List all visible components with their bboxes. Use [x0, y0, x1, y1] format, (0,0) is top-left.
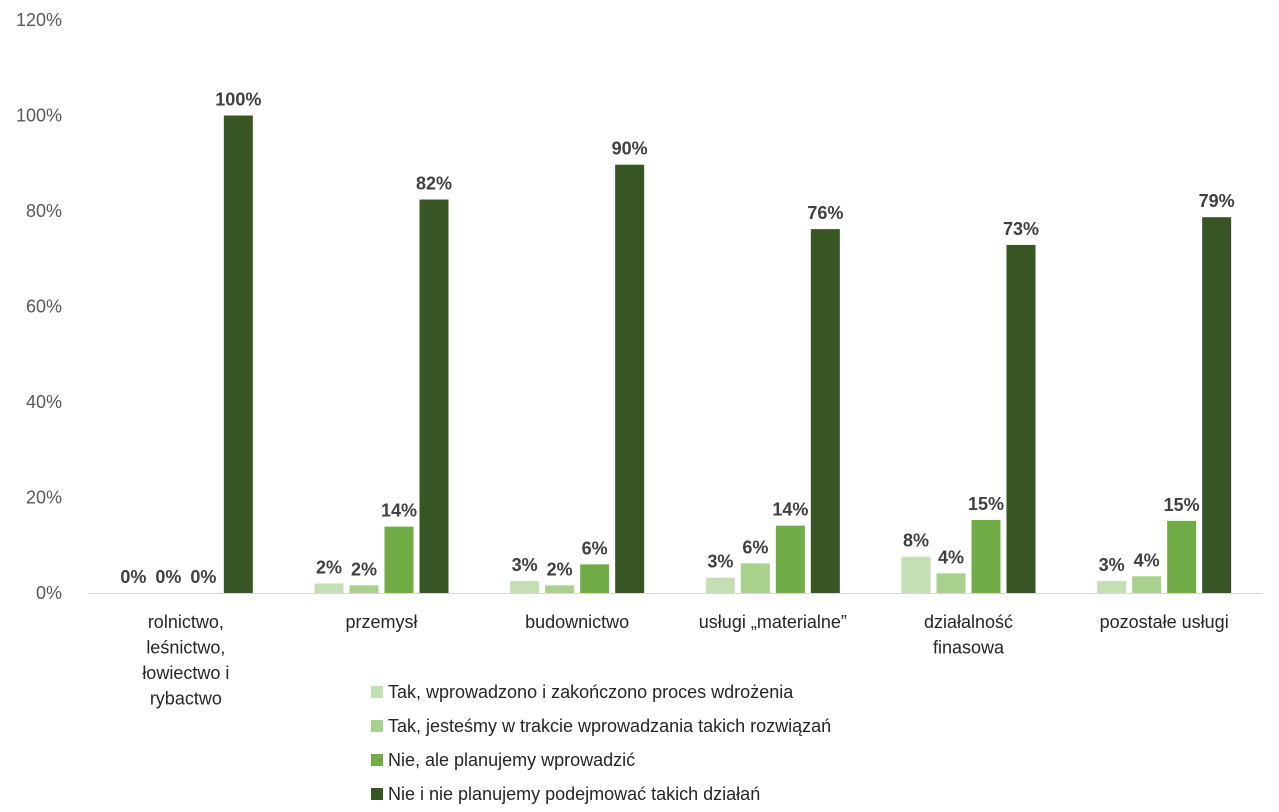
y-tick-label: 40%: [26, 392, 62, 412]
data-label: 0%: [190, 567, 216, 587]
y-tick-label: 120%: [16, 10, 62, 30]
bar: [936, 573, 966, 593]
data-label: 15%: [1164, 495, 1200, 515]
data-label: 14%: [381, 501, 417, 521]
data-label: 2%: [547, 559, 573, 579]
category-label: przemysł: [345, 612, 417, 632]
data-label: 2%: [316, 557, 342, 577]
bar: [1097, 581, 1127, 593]
category-label: usługi „materialne”: [699, 612, 847, 632]
data-label: 4%: [938, 547, 964, 567]
legend-swatch: [371, 720, 383, 732]
data-label: 3%: [707, 552, 733, 572]
data-label: 82%: [416, 174, 452, 194]
y-tick-label: 100%: [16, 106, 62, 126]
legend-label: Nie i nie planujemy podejmować takich dz…: [388, 784, 760, 804]
data-label: 15%: [968, 494, 1004, 514]
bar: [545, 585, 575, 593]
data-label: 14%: [772, 500, 808, 520]
y-tick-label: 20%: [26, 488, 62, 508]
legend-item: Nie i nie planujemy podejmować takich dz…: [371, 784, 760, 804]
bar: [971, 519, 1001, 593]
bar: [1006, 244, 1036, 593]
category-label: rolnictwo, leśnictwo, łowiectwo i rybactwo: [142, 612, 229, 709]
y-tick-label: 60%: [26, 297, 62, 317]
data-label: 0%: [155, 567, 181, 587]
data-label: 0%: [120, 567, 146, 587]
legend-item: Nie, ale planujemy wprowadzić: [371, 750, 635, 770]
data-label: 76%: [807, 203, 843, 223]
data-label: 73%: [1003, 219, 1039, 239]
data-labels: 0% 0% 0%100%2% 2%14%82%3% 2%6%90%3%6%14%76%8…: [120, 90, 1234, 588]
legend-swatch: [371, 754, 383, 766]
data-label: 8%: [903, 531, 929, 551]
bar: [223, 115, 253, 593]
data-label: 79%: [1199, 191, 1235, 211]
bars: [223, 115, 1232, 594]
bar: [775, 525, 805, 593]
data-label: 6%: [742, 537, 768, 557]
category-label: pozostałe usługi: [1100, 612, 1229, 632]
category-label: budownictwo: [525, 612, 629, 632]
bar: [810, 229, 840, 593]
category-label: działalność finasowa: [924, 612, 1013, 658]
bar: [615, 164, 645, 593]
legend: Tak, wprowadzono i zakończono proces wdr…: [371, 682, 831, 804]
legend-swatch: [371, 788, 383, 800]
bar: [349, 585, 379, 593]
data-label: 3%: [1099, 555, 1125, 575]
legend-label: Nie, ale planujemy wprowadzić: [388, 750, 635, 770]
bar: [705, 577, 735, 593]
y-axis: 0% 20% 40% 60% 80% 100% 120%: [16, 10, 62, 603]
data-label: 4%: [1134, 550, 1160, 570]
bar: [510, 581, 540, 593]
data-label: 90%: [612, 139, 648, 159]
bar: [1132, 576, 1162, 593]
bar: [901, 556, 931, 593]
legend-item: Tak, wprowadzono i zakończono proces wdr…: [371, 682, 794, 702]
bar: [740, 563, 770, 593]
data-label: 100%: [215, 90, 261, 110]
y-tick-label: 80%: [26, 201, 62, 221]
data-label: 2%: [351, 559, 377, 579]
category-labels: rolnictwo, leśnictwo, łowiectwo i rybactwo p…: [142, 612, 1228, 709]
bar: [580, 564, 610, 593]
bar: [384, 526, 414, 593]
bar: [1202, 217, 1232, 593]
data-label: 6%: [582, 538, 608, 558]
legend-label: Tak, jesteśmy w trakcie wprowadzania tak…: [388, 716, 831, 736]
legend-swatch: [371, 686, 383, 698]
y-tick-label: 0%: [36, 583, 62, 603]
bar: [1167, 520, 1197, 593]
bar: [419, 199, 449, 594]
bar: [314, 583, 344, 593]
legend-label: Tak, wprowadzono i zakończono proces wdr…: [388, 682, 794, 702]
legend-item: Tak, jesteśmy w trakcie wprowadzania tak…: [371, 716, 831, 736]
data-label: 3%: [512, 555, 538, 575]
